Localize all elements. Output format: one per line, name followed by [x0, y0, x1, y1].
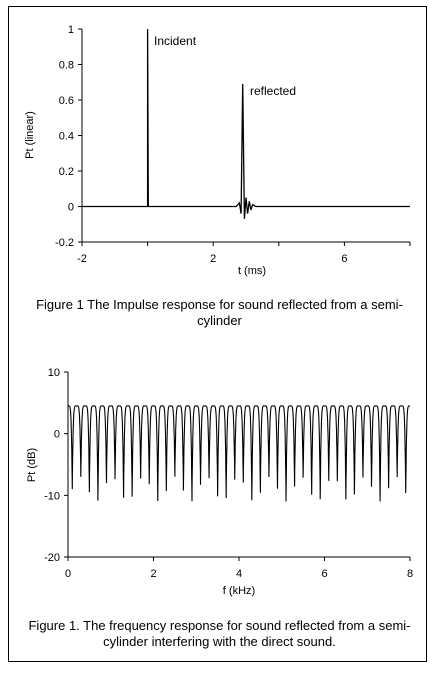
- frequency-series-line: [68, 405, 410, 502]
- y-tick-label: -10: [44, 490, 60, 502]
- annotation-reflected: reflected: [250, 84, 296, 98]
- annotation-incident: Incident: [154, 34, 197, 48]
- x-axis-label: f (kHz): [223, 585, 255, 597]
- y-tick-label: -20: [44, 552, 60, 564]
- y-tick-label: 0: [54, 429, 60, 441]
- x-tick-label: -2: [77, 253, 87, 265]
- impulse-series-line: [82, 28, 410, 219]
- figure-2-caption: Figure 1. The frequency response for sou…: [28, 618, 411, 649]
- x-tick-label: 4: [236, 568, 242, 580]
- y-axis-label: Pt (linear): [24, 111, 36, 159]
- impulse-response-chart: Pt (linear) t (ms) Incident reflected 1 0…: [24, 24, 411, 277]
- y-tick-label: 0.8: [59, 60, 74, 72]
- x-tick-label: 6: [321, 568, 327, 580]
- figure-1-caption: Figure 1 The Impulse response for sound …: [36, 297, 403, 328]
- y-tick-label: 0: [68, 202, 74, 214]
- y-tick-label: 0.2: [59, 166, 74, 178]
- y-tick-label: 1: [68, 24, 74, 36]
- y-tick-label: 0.4: [59, 131, 74, 143]
- x-axis-label: t (ms): [238, 265, 266, 277]
- y-tick-label: 0.6: [59, 95, 74, 107]
- x-tick-label: 2: [150, 568, 156, 580]
- y-axis-label: Pt (dB): [26, 448, 38, 482]
- x-tick-label: 2: [210, 253, 216, 265]
- x-tick-label: 8: [407, 568, 413, 580]
- y-tick-label: -0.2: [55, 237, 74, 249]
- x-tick-label: 6: [341, 253, 347, 265]
- x-tick-label: 0: [65, 568, 71, 580]
- y-tick-label: 10: [48, 367, 60, 379]
- figure-frame: [8, 6, 427, 662]
